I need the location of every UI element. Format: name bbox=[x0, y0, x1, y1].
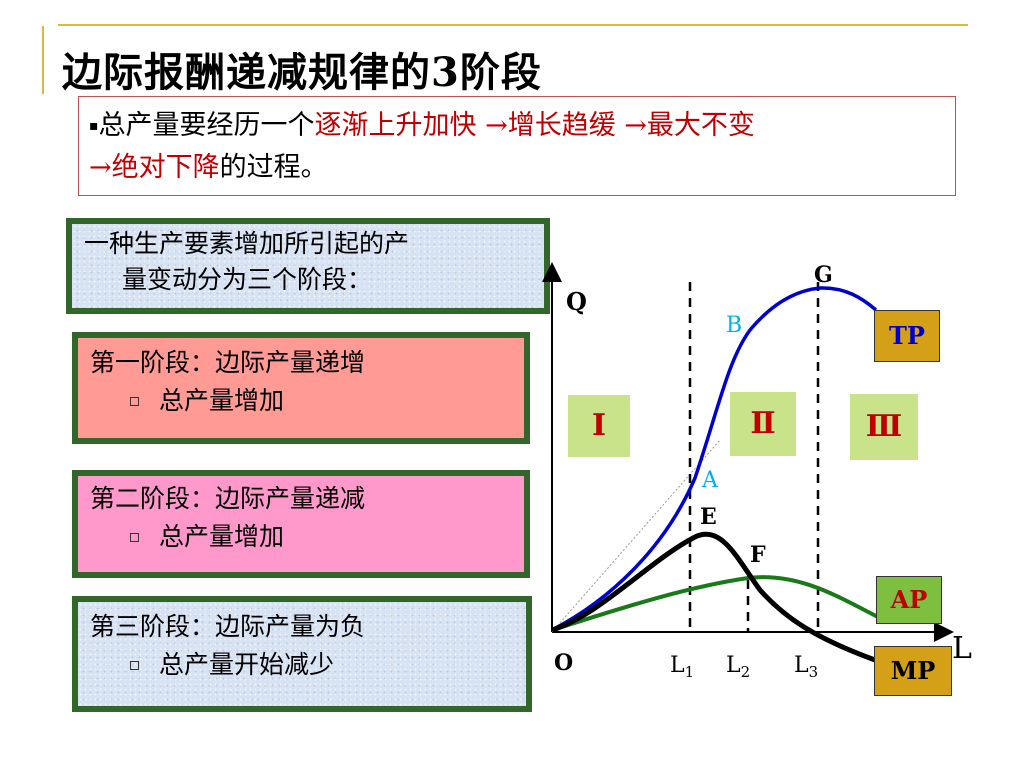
l2-tick-label: L2 bbox=[726, 653, 750, 681]
mp-curve bbox=[551, 531, 876, 663]
stage-2-heading: 第二阶段：边际产量递减 bbox=[90, 484, 366, 513]
x-axis-label: L bbox=[952, 631, 972, 666]
origin-label: O bbox=[554, 650, 573, 676]
point-g-label: G bbox=[814, 262, 833, 288]
tp-curve bbox=[551, 286, 878, 632]
stage-3-detail: 总产量开始减少 bbox=[159, 650, 335, 679]
stage-iii-label: Ⅲ bbox=[850, 394, 918, 460]
l3-base: L bbox=[794, 653, 809, 678]
ray-from-origin bbox=[551, 439, 721, 633]
summary-line-2: →绝对下降的过程。 bbox=[89, 147, 945, 189]
stage-1-box: 第一阶段：边际产量递增 总产量增加 bbox=[72, 332, 530, 444]
stage-1-heading: 第一阶段：边际产量递增 bbox=[90, 348, 366, 377]
stage-3-box: 第三阶段：边际产量为负 总产量开始减少 bbox=[72, 596, 532, 712]
summary-prefix: 总产量要经历一个 bbox=[98, 110, 315, 141]
summary-highlight-2: →绝对下降 bbox=[89, 152, 220, 183]
l1-base: L bbox=[670, 653, 685, 678]
mp-curve-label: MP bbox=[874, 646, 952, 696]
checkbox-bullet-icon bbox=[130, 533, 139, 542]
stage-1-detail-row: 总产量增加 bbox=[90, 382, 512, 420]
summary-bullet-icon: ▪ bbox=[89, 118, 99, 134]
checkbox-bullet-icon bbox=[130, 661, 139, 670]
stage-ii-label: Ⅱ bbox=[730, 392, 796, 456]
slide-title: 边际报酬递减规律的3阶段 bbox=[62, 49, 542, 96]
intro-line-1: 一种生产要素增加所引起的产 bbox=[84, 229, 410, 258]
point-e-label: E bbox=[700, 504, 717, 530]
svg-text:L3: L3 bbox=[794, 653, 818, 681]
point-f-label: F bbox=[750, 542, 766, 568]
svg-text:L1: L1 bbox=[670, 653, 694, 681]
summary-box: ▪总产量要经历一个逐渐上升加快 →增长趋缓 →最大不变 →绝对下降的过程。 bbox=[78, 96, 956, 196]
stage-i-label: Ⅰ bbox=[568, 395, 630, 457]
stage-2-detail: 总产量增加 bbox=[159, 522, 285, 551]
l3-tick-label: L3 bbox=[794, 653, 818, 681]
point-a-label: A bbox=[701, 468, 719, 493]
l1-tick-label: L1 bbox=[670, 653, 694, 681]
summary-highlight-1: 逐渐上升加快 →增长趋缓 →最大不变 bbox=[314, 110, 755, 141]
summary-suffix: 的过程。 bbox=[219, 152, 328, 183]
ap-curve-label: AP bbox=[876, 576, 942, 624]
stage-3-heading: 第三阶段：边际产量为负 bbox=[90, 612, 366, 641]
stage-1-detail: 总产量增加 bbox=[159, 386, 285, 415]
summary-line-1: ▪总产量要经历一个逐渐上升加快 →增长趋缓 →最大不变 bbox=[89, 105, 945, 147]
checkbox-bullet-icon bbox=[130, 397, 139, 406]
intro-box: 一种生产要素增加所引起的产 量变动分为三个阶段： bbox=[66, 218, 550, 314]
tp-curve-label: TP bbox=[874, 310, 940, 362]
top-rule bbox=[58, 24, 968, 26]
point-b-label: B bbox=[726, 313, 742, 338]
l3-sub: 3 bbox=[809, 663, 819, 681]
l1-sub: 1 bbox=[685, 663, 695, 681]
svg-text:L2: L2 bbox=[726, 653, 750, 681]
intro-line-2: 量变动分为三个阶段： bbox=[122, 265, 373, 294]
stage-2-box: 第二阶段：边际产量递减 总产量增加 bbox=[72, 470, 530, 578]
stage-3-detail-row: 总产量开始减少 bbox=[90, 646, 514, 684]
l2-base: L bbox=[726, 653, 741, 678]
stage-2-detail-row: 总产量增加 bbox=[90, 518, 512, 556]
l2-sub: 2 bbox=[741, 663, 751, 681]
y-axis-label: Q bbox=[566, 287, 587, 316]
title-accent-bar bbox=[42, 26, 44, 94]
ap-curve bbox=[551, 575, 881, 632]
